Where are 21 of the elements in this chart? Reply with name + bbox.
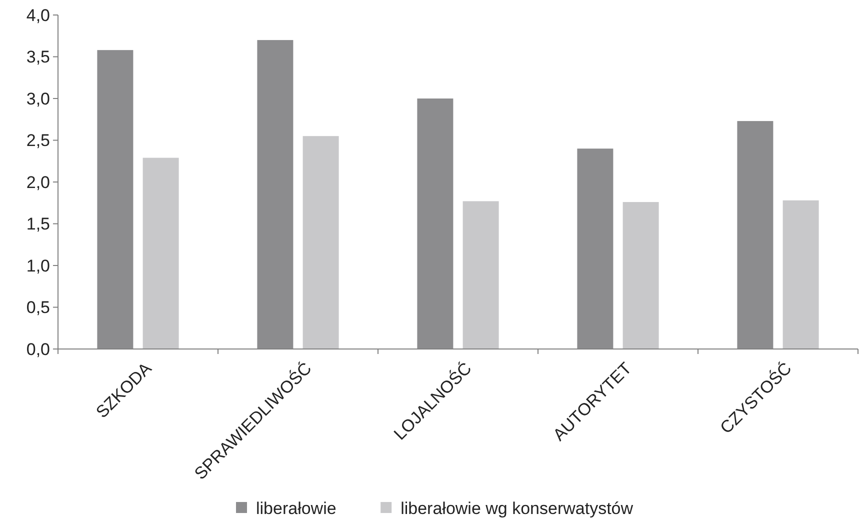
bar <box>462 201 499 349</box>
bar <box>737 121 774 349</box>
y-tick-label: 1,5 <box>26 214 50 234</box>
y-tick-label: 2,5 <box>26 131 50 150</box>
y-tick-label: 0,0 <box>26 340 50 359</box>
bar <box>622 202 659 349</box>
y-tick-label: 1,0 <box>26 256 50 276</box>
y-tick-label: 3,5 <box>26 48 50 67</box>
bar <box>97 50 134 349</box>
y-tick-label: 0,5 <box>26 298 50 318</box>
legend-label: liberałowie <box>256 498 336 518</box>
y-tick-label: 3,0 <box>26 89 50 108</box>
y-tick-label: 2,0 <box>26 172 50 192</box>
bar <box>142 158 179 349</box>
legend-label: liberałowie wg konserwatystów <box>400 498 634 518</box>
bar <box>302 136 339 349</box>
bar <box>257 40 294 349</box>
bar <box>782 200 819 349</box>
y-tick-label: 4,0 <box>26 6 50 25</box>
bar <box>577 148 614 349</box>
bar <box>417 98 454 349</box>
